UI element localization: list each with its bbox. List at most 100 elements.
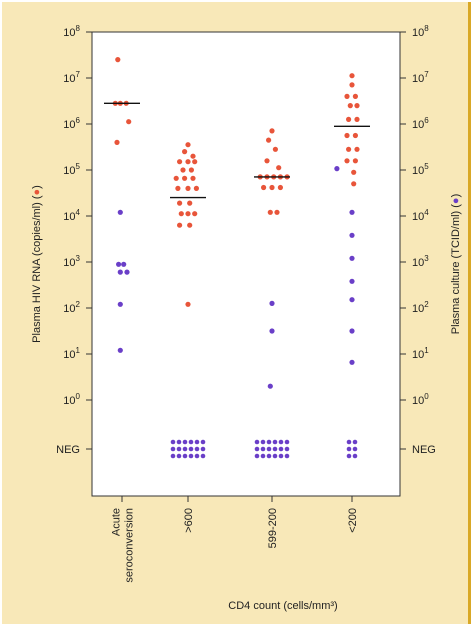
culture-neg-point xyxy=(278,453,284,459)
culture-point xyxy=(117,301,123,307)
culture-point xyxy=(116,261,122,267)
y-axis-label-left-text: Plasma HIV RNA (copies/ml) ( xyxy=(31,195,43,343)
y-tick-label-right: 100 xyxy=(412,392,429,407)
rna-point xyxy=(274,209,280,215)
culture-neg-point xyxy=(278,439,284,445)
rna-point xyxy=(352,93,358,99)
culture-neg-point xyxy=(254,446,260,452)
culture-neg-point xyxy=(352,453,358,459)
rna-point xyxy=(266,137,272,143)
rna-point xyxy=(175,185,181,191)
rna-point xyxy=(173,175,179,181)
y-axis-label-right-text: Plasma culture (TCID/ml) ( xyxy=(450,204,462,335)
culture-neg-point xyxy=(200,439,206,445)
x-tick-label: seroconversion xyxy=(124,508,136,583)
rna-point xyxy=(187,200,193,206)
y-tick-label-left: 100 xyxy=(63,392,80,407)
y-tick-label-left: 102 xyxy=(63,300,80,315)
culture-point xyxy=(349,209,355,215)
x-tick-label: 599-200 xyxy=(267,508,279,548)
culture-neg-point xyxy=(272,453,278,459)
culture-point xyxy=(349,232,355,238)
rna-point xyxy=(261,184,267,191)
culture-neg-point xyxy=(284,439,290,445)
rna-point xyxy=(185,185,191,191)
culture-point xyxy=(349,255,355,261)
y-tick-label-left: 105 xyxy=(63,162,80,177)
culture-neg-point xyxy=(346,453,352,459)
culture-neg-point xyxy=(182,446,188,452)
y-tick-label-left: 107 xyxy=(63,70,80,85)
culture-neg-point xyxy=(254,453,260,459)
culture-neg-point xyxy=(194,446,200,452)
rna-point xyxy=(178,211,184,217)
rna-point xyxy=(182,149,188,155)
y-tick-label-left: 101 xyxy=(63,346,80,361)
x-axis-ticks: Acute seroconversion >600 599-200 <200 xyxy=(111,496,359,583)
right-axis-ticks: 100 101 102 103 104 105 106 107 108 NEG xyxy=(400,24,436,456)
rna-point xyxy=(185,301,191,307)
rna-point xyxy=(193,185,199,191)
y-tick-label-right: 105 xyxy=(412,162,429,177)
culture-neg-point xyxy=(194,439,200,445)
rna-point xyxy=(187,222,193,228)
rna-point xyxy=(354,116,360,122)
rna-point xyxy=(115,57,121,63)
rna-point xyxy=(277,184,283,191)
rna-point xyxy=(344,158,350,164)
culture-neg-point xyxy=(284,453,290,459)
culture-point xyxy=(269,300,275,306)
rna-point xyxy=(354,103,360,109)
culture-neg-point xyxy=(170,453,176,459)
culture-neg-point xyxy=(176,446,182,452)
rna-point xyxy=(177,200,183,206)
x-axis-label: CD4 count (cells/mm³) xyxy=(228,600,337,612)
culture-neg-point xyxy=(272,439,278,445)
rna-point xyxy=(351,169,357,175)
rna-point xyxy=(354,146,360,152)
culture-neg-point xyxy=(272,446,278,452)
rna-point xyxy=(192,159,198,165)
culture-point xyxy=(349,278,355,284)
culture-neg-point xyxy=(266,453,272,459)
rna-point xyxy=(264,158,270,164)
rna-point xyxy=(269,128,275,134)
rna-legend-dot: ● xyxy=(31,189,43,196)
y-tick-label-left: 108 xyxy=(63,24,80,39)
neg-label-left: NEG xyxy=(56,444,80,456)
culture-neg-point xyxy=(254,439,260,445)
culture-neg-point xyxy=(278,446,284,452)
rna-point xyxy=(267,209,273,215)
culture-neg-point xyxy=(170,446,176,452)
culture-neg-point xyxy=(188,453,194,459)
culture-point xyxy=(124,269,130,275)
neg-label-right: NEG xyxy=(412,444,436,456)
rna-point xyxy=(190,175,196,181)
culture-legend-dot: ● xyxy=(450,197,462,204)
culture-neg-point xyxy=(188,439,194,445)
y-tick-label-left: 106 xyxy=(63,116,80,131)
culture-neg-point xyxy=(266,439,272,445)
rna-point xyxy=(177,159,183,165)
x-tick-label: Acute xyxy=(111,508,123,536)
rna-point xyxy=(126,119,132,125)
culture-neg-point xyxy=(346,439,352,445)
culture-neg-point xyxy=(182,453,188,459)
rna-point xyxy=(188,167,194,173)
x-tick-label: <200 xyxy=(347,508,359,533)
culture-point xyxy=(117,269,123,275)
data-points xyxy=(112,57,360,459)
rna-point xyxy=(190,153,196,159)
culture-neg-point xyxy=(284,446,290,452)
y-axis-label-right: Plasma culture (TCID/ml) (●) xyxy=(450,194,462,335)
culture-neg-point xyxy=(346,446,352,452)
culture-point xyxy=(117,347,123,353)
culture-neg-point xyxy=(200,446,206,452)
culture-neg-point xyxy=(176,439,182,445)
rna-point xyxy=(346,116,352,122)
rna-point xyxy=(185,142,191,148)
rna-point xyxy=(347,103,353,109)
y-axis-label-left: Plasma HIV RNA (copies/ml) (●) xyxy=(31,185,43,343)
culture-neg-point xyxy=(176,453,182,459)
